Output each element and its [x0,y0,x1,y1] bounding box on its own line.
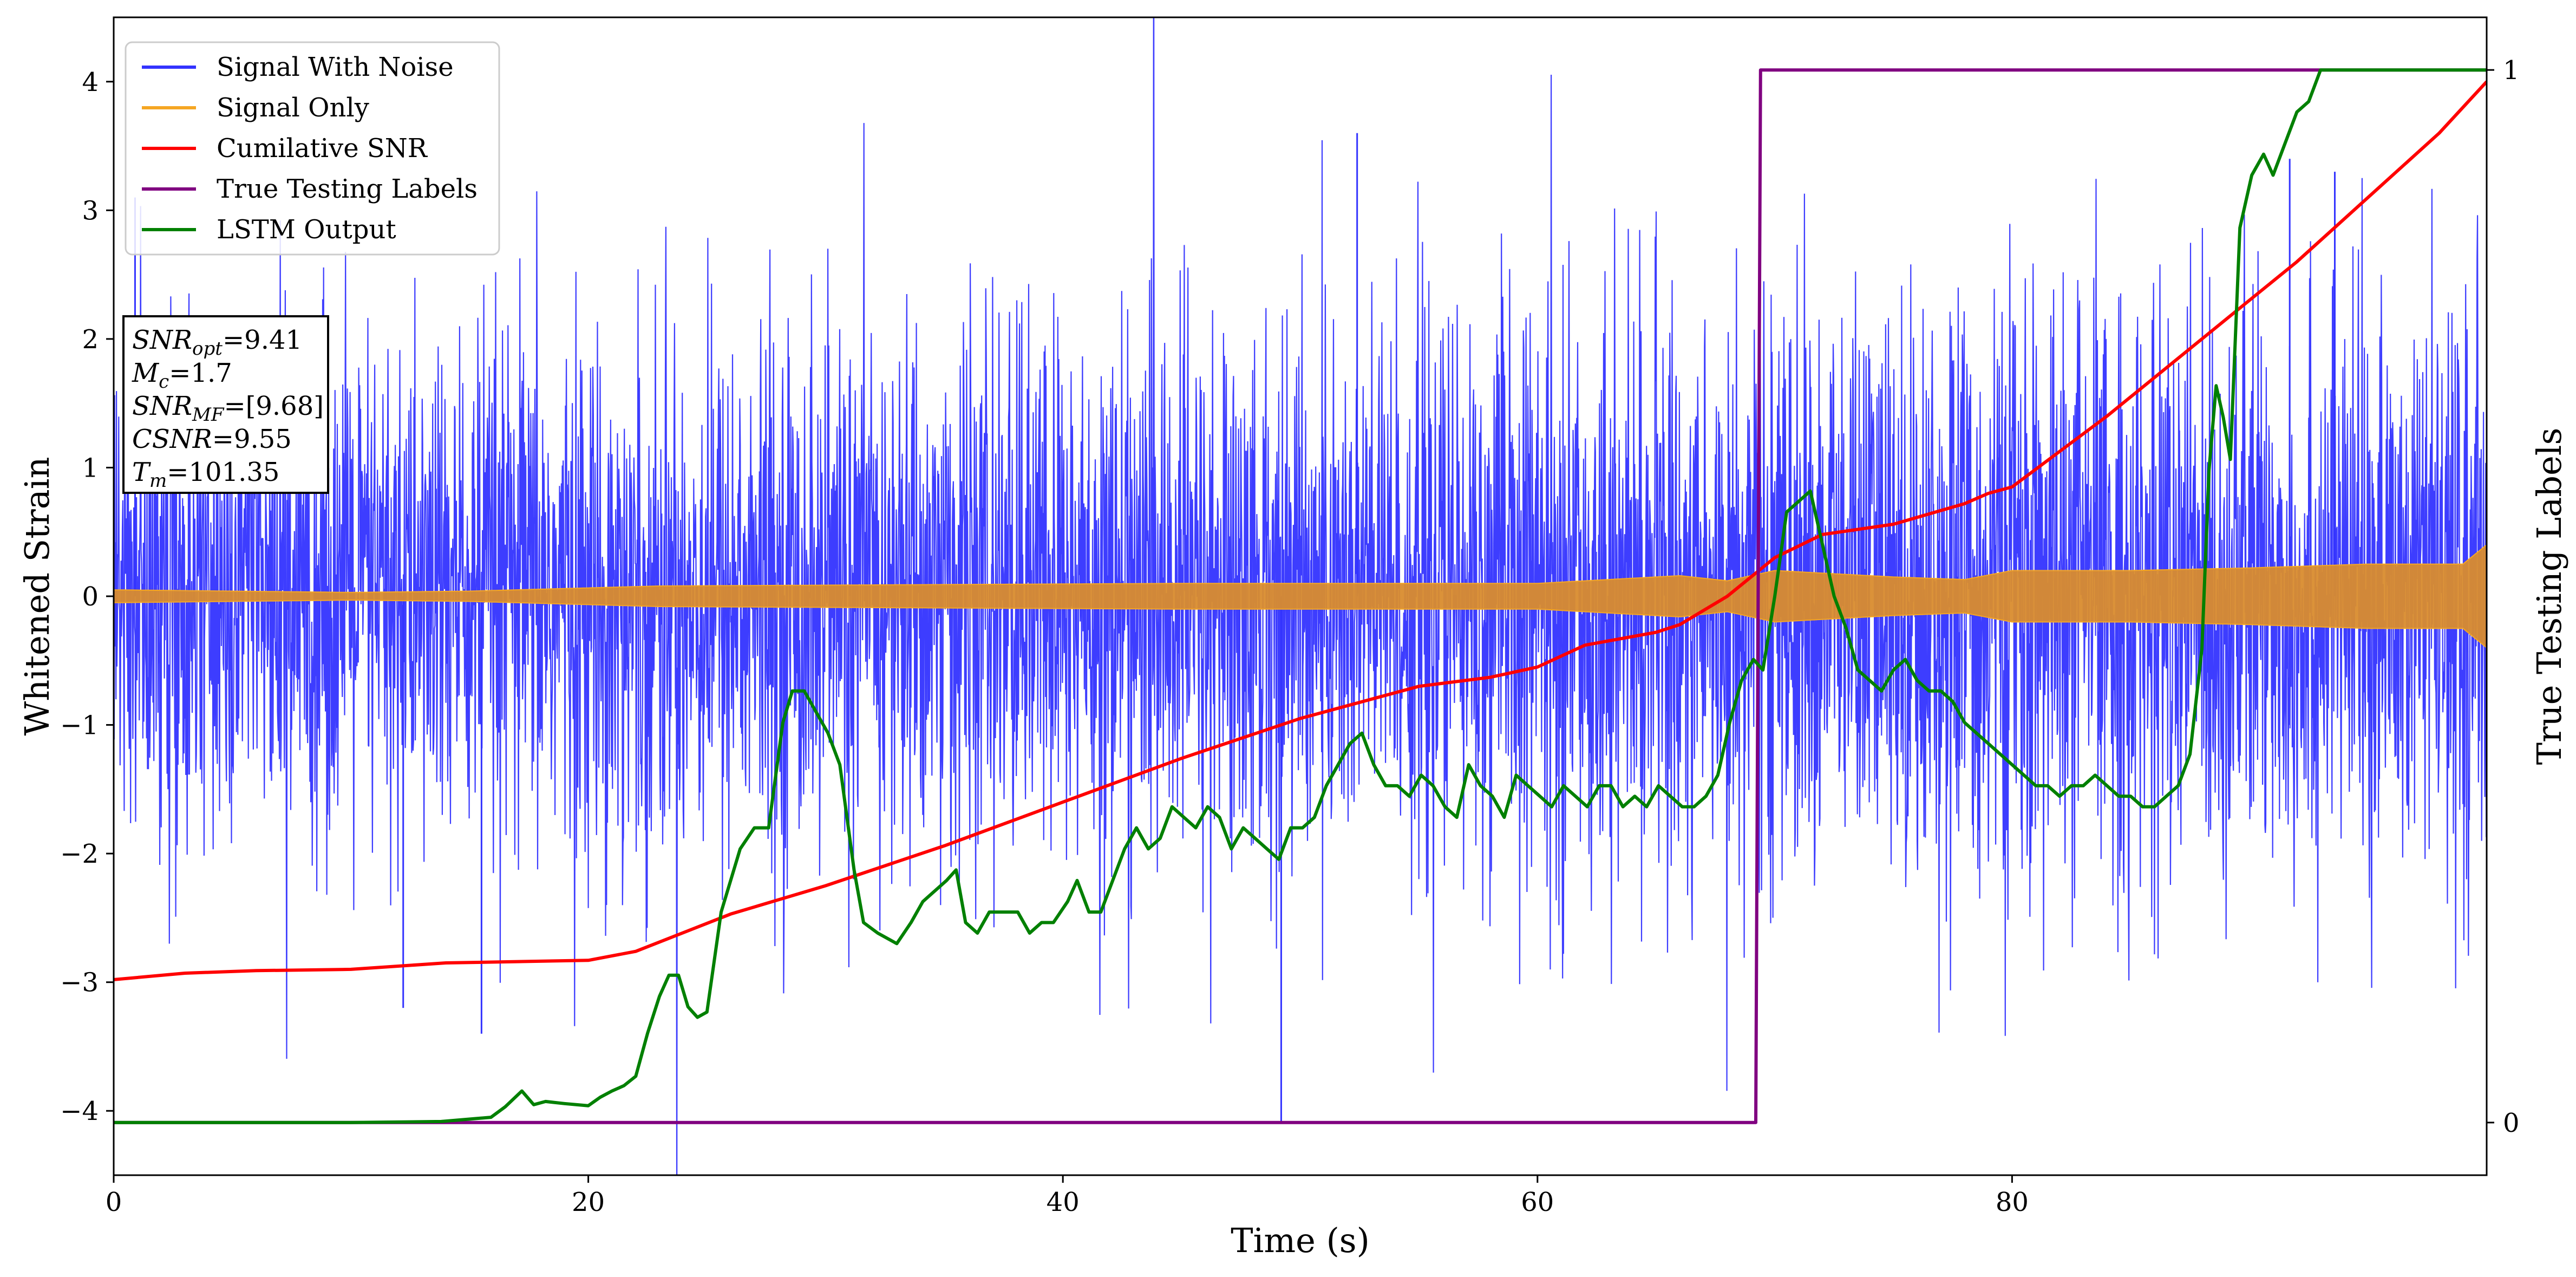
info-line-variable: CSNR [132,424,212,454]
info-line-value: =[9.68] [224,391,324,421]
info-line-subscript: c [159,371,169,393]
info-line-variable: M [132,358,160,388]
legend-label-signal-with-noise: Signal With Noise [217,52,454,82]
right-y-axis-label: True Testing Labels [2529,428,2569,765]
info-line: SNRMF=[9.68] [132,391,324,426]
right-y-axis-ticks: 01 [2487,55,2520,1138]
legend-label-cumilative-snr: Cumilative SNR [217,133,428,164]
right-y-tick-label: 0 [2503,1108,2520,1138]
left-y-tick-label: 0 [82,582,99,612]
info-line-variable: SNR [132,391,192,421]
info-line: Mc=1.7 [132,358,232,393]
left-y-tick-label: 2 [82,324,99,355]
line-series-layer [114,68,2487,1124]
info-line-subscript: MF [192,404,225,426]
left-y-tick-label: 4 [82,67,99,97]
info-line-subscript: m [149,470,167,492]
legend-frame [125,41,500,256]
x-tick-label: 0 [106,1187,122,1217]
x-axis-ticks: 0 20 40 60 80 [106,1175,2029,1217]
x-axis-label: Time (s) [1231,1221,1370,1260]
left-y-axis-ticks: −4 −3 −2 −1 0 1 2 3 4 [60,67,114,1126]
lstm-output-line [114,68,2487,1124]
left-y-tick-label: −4 [60,1096,99,1126]
x-tick-label: 80 [1996,1187,2029,1217]
legend-label-true-testing-labels: True Testing Labels [217,174,478,204]
info-line: SNRopt=9.41 [132,325,302,360]
info-line-variable: SNR [132,325,192,355]
left-y-tick-label: −2 [60,839,99,869]
info-line: Tm=101.35 [132,457,279,492]
x-tick-label: 20 [572,1187,605,1217]
info-line-value: =1.7 [169,358,232,388]
left-y-axis-label: Whitened Strain [17,457,57,736]
legend: Signal With Noise Signal Only Cumilative S… [125,41,500,256]
info-box-frame [122,315,329,494]
info-line-variable: T [132,457,151,487]
true-testing-labels-line [114,68,2487,1124]
info-box: SNRopt=9.41Mc=1.7SNRMF=[9.68]CSNR=9.55Tm… [122,315,329,494]
left-y-tick-label: 3 [82,196,99,226]
left-y-tick-label: 1 [82,453,99,483]
x-tick-label: 60 [1521,1187,1554,1217]
legend-label-signal-only: Signal Only [217,93,369,123]
cumilative-snr-line [114,80,2487,981]
left-y-tick-label: −1 [60,711,99,741]
info-line-value: =9.55 [212,424,292,454]
right-y-tick-label: 1 [2503,55,2520,86]
info-line-value: =101.35 [167,457,279,487]
x-tick-label: 40 [1047,1187,1080,1217]
info-line: CSNR=9.55 [132,424,292,454]
left-y-tick-label: −3 [60,968,99,998]
info-line-value: =9.41 [223,325,302,355]
signal-with-noise-layer [114,17,2487,1175]
signal-with-noise-line [114,17,2487,1175]
legend-label-lstm-output: LSTM Output [217,214,396,245]
info-line-subscript: opt [192,338,223,360]
